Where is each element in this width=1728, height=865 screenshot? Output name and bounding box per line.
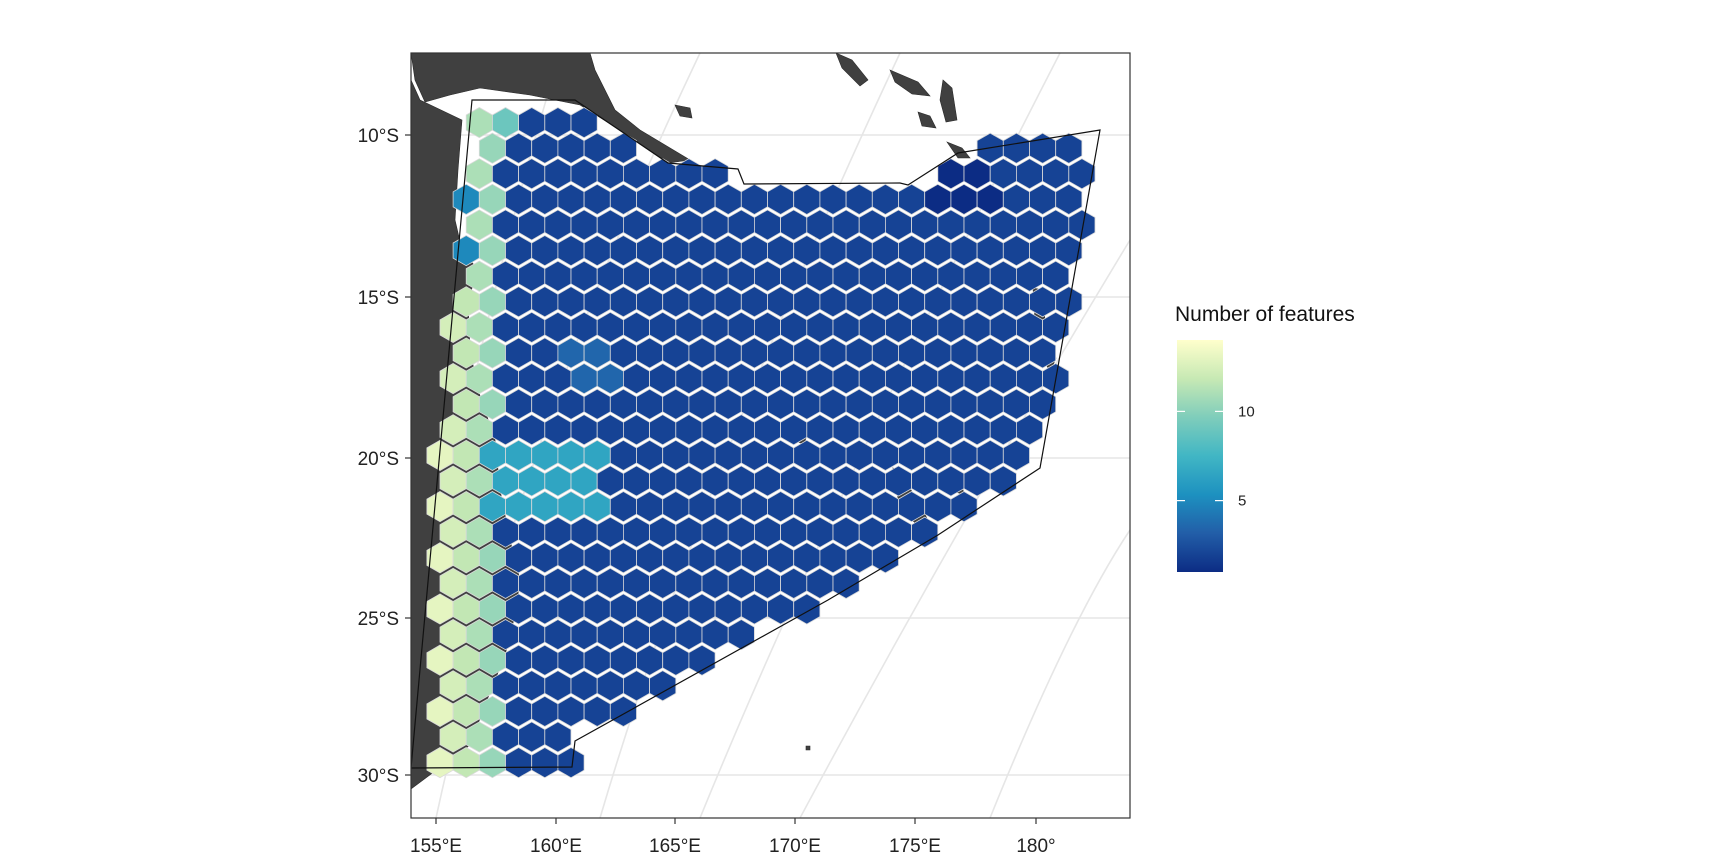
- hex-cell: [1016, 414, 1043, 446]
- hex-cell: [727, 619, 755, 651]
- y-tick-label: 15°S: [358, 288, 399, 309]
- hex-cell: [1055, 183, 1083, 215]
- hex-cell: [544, 721, 572, 753]
- hex-cell: [570, 107, 598, 139]
- y-tick-label: 20°S: [358, 449, 399, 470]
- hex-cell: [1055, 235, 1083, 267]
- y-tick-label: 25°S: [358, 609, 399, 630]
- hex-cell: [649, 670, 677, 702]
- x-tick-label: 180°: [1016, 836, 1055, 857]
- x-tick-label: 160°E: [530, 836, 582, 857]
- x-tick-label: 175°E: [889, 836, 941, 857]
- hex-cell: [1042, 260, 1070, 292]
- legend-tick-label: 10: [1238, 403, 1255, 420]
- y-tick-label: 10°S: [358, 126, 399, 147]
- hex-cell: [688, 644, 716, 676]
- solomon-1: [835, 53, 869, 87]
- hex-cell: [1068, 158, 1096, 190]
- norfolk: [805, 745, 811, 751]
- hex-cell: [557, 747, 585, 779]
- x-axis: 155°E 160°E 165°E 170°E 175°E 180°: [410, 818, 1056, 857]
- grid-line-lon: [989, 529, 1130, 818]
- hex-cell: [1055, 286, 1083, 318]
- hex-cell: [1068, 209, 1096, 241]
- hex-cell: [989, 465, 1017, 497]
- solomon-5: [946, 141, 971, 159]
- hex-cell: [1002, 439, 1030, 471]
- hex-cell: [832, 567, 860, 599]
- study-area-boundary: [411, 99, 1101, 769]
- solomon-4: [917, 111, 937, 129]
- hex-cell: [1055, 132, 1083, 164]
- x-tick-label: 165°E: [649, 836, 701, 857]
- grid-line-lon: [799, 239, 1130, 818]
- hex-cell: [793, 593, 821, 625]
- solomon-3: [939, 79, 958, 123]
- x-tick-label: 170°E: [769, 836, 821, 857]
- hex-cell: [1029, 337, 1057, 369]
- solomon-2: [889, 69, 931, 97]
- hex-grid: [426, 107, 1096, 779]
- hex-cell: [911, 516, 939, 548]
- hex-cell: [1042, 311, 1070, 343]
- y-tick-label: 30°S: [358, 766, 399, 787]
- y-axis: 10°S 15°S 20°S 25°S 30°S: [358, 126, 411, 787]
- panel-border: [410, 52, 1131, 819]
- new-guinea-islands: [674, 104, 693, 119]
- legend-colorbar: [1177, 340, 1223, 572]
- map-panel: [410, 52, 1131, 819]
- hex-cell: [1029, 388, 1057, 420]
- color-legend: Number of features 10 5: [1175, 303, 1355, 572]
- legend-ticks: 10 5: [1177, 403, 1255, 510]
- legend-title: Number of features: [1175, 303, 1355, 326]
- x-tick-label: 155°E: [410, 836, 462, 857]
- hex-cell: [871, 542, 899, 574]
- hex-cell: [609, 695, 637, 727]
- legend-tick-label: 5: [1238, 493, 1246, 510]
